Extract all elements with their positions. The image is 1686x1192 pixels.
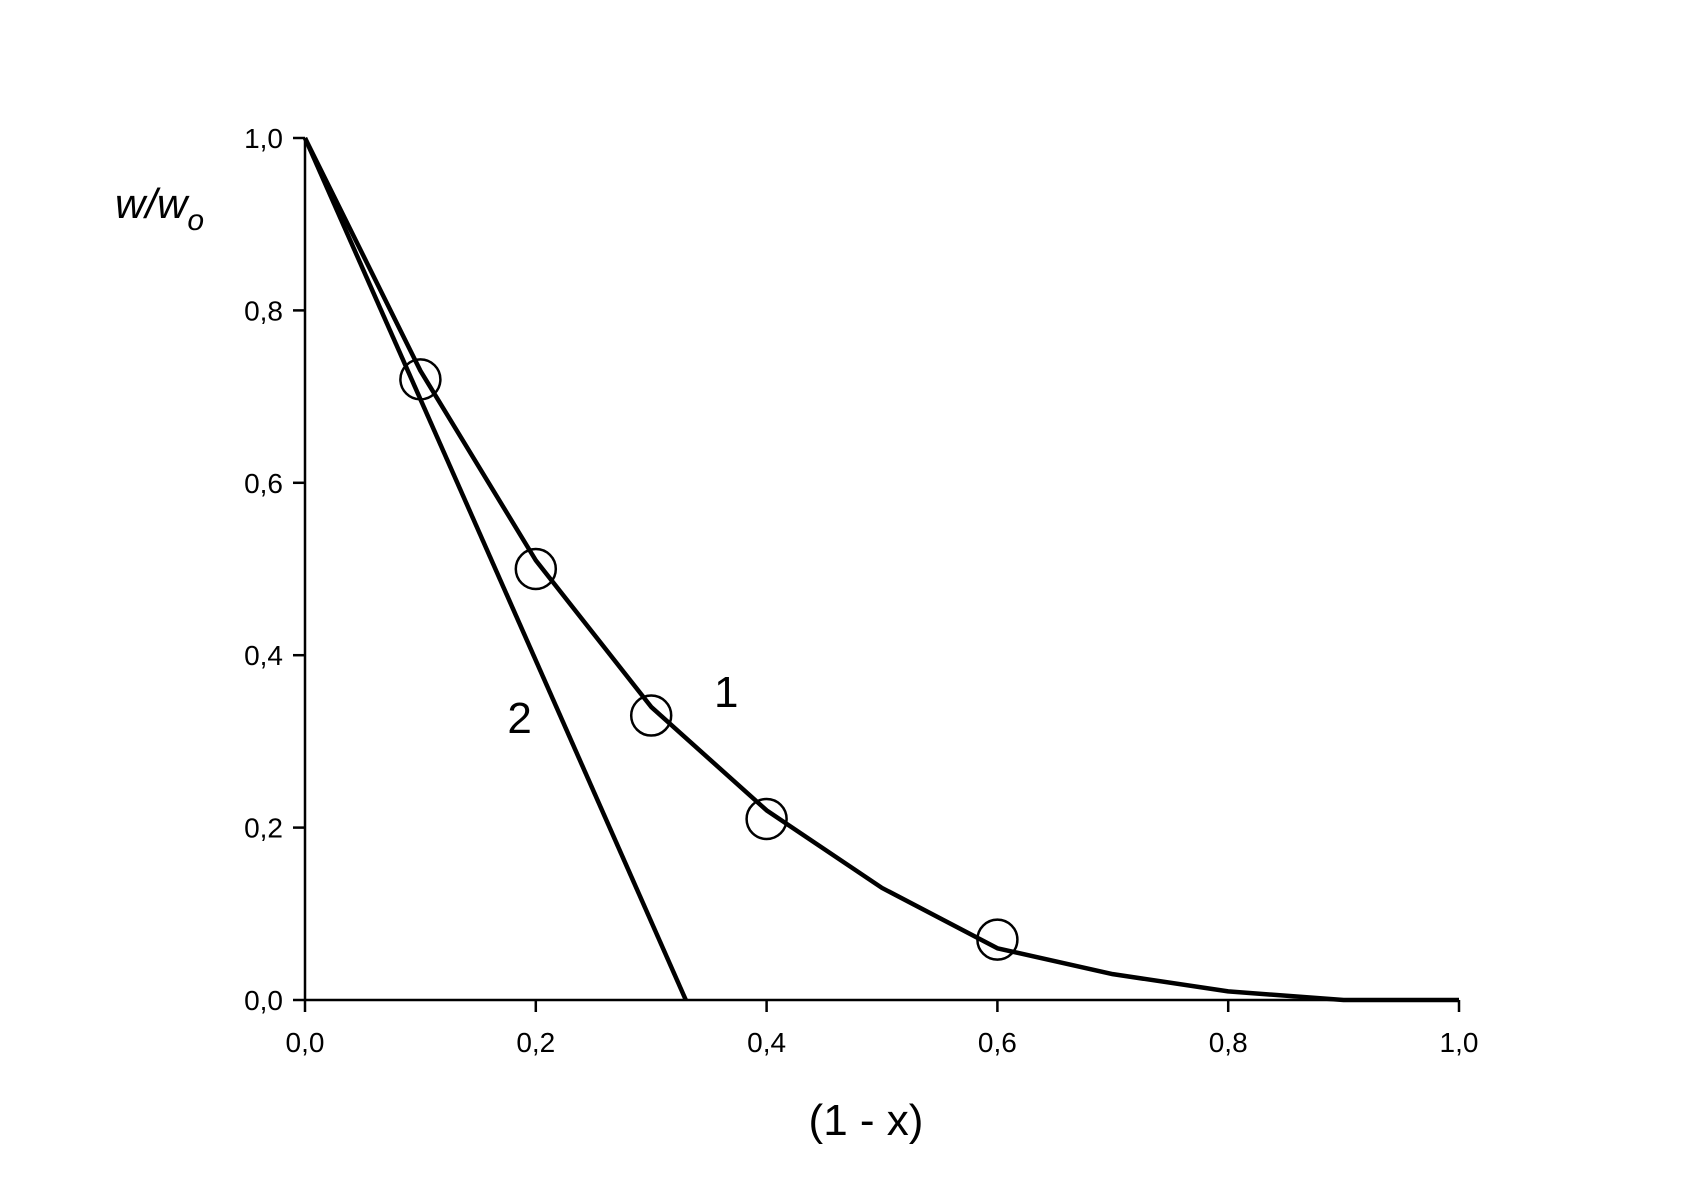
y-tick-label: 0,4 xyxy=(244,640,283,671)
y-tick-label: 1,0 xyxy=(244,123,283,154)
y-tick-label: 0,2 xyxy=(244,813,283,844)
line-series xyxy=(302,137,688,1001)
line-series xyxy=(302,137,1459,1003)
y-axis-label-main: w/w xyxy=(115,180,190,227)
y-axis-label-sub: o xyxy=(187,204,204,237)
data-point xyxy=(745,797,788,841)
y-axis-label: w/wo xyxy=(115,180,204,237)
data-point xyxy=(629,694,673,737)
x-axis-label: (1 - x) xyxy=(809,1096,924,1145)
annotation: 1 xyxy=(714,668,738,717)
x-tick-label: 1,0 xyxy=(1440,1027,1479,1058)
data-point xyxy=(514,547,558,591)
x-tick-label: 0,2 xyxy=(516,1027,555,1058)
y-tick-label: 0,6 xyxy=(244,468,283,499)
y-tick-label: 0,0 xyxy=(244,985,283,1016)
annotation: 2 xyxy=(507,694,531,743)
x-tick-label: 0,0 xyxy=(286,1027,325,1058)
x-tick-label: 0,4 xyxy=(747,1027,786,1058)
x-tick-label: 0,6 xyxy=(978,1027,1017,1058)
x-tick-label: 0,8 xyxy=(1209,1027,1248,1058)
y-tick-label: 0,8 xyxy=(244,295,283,326)
